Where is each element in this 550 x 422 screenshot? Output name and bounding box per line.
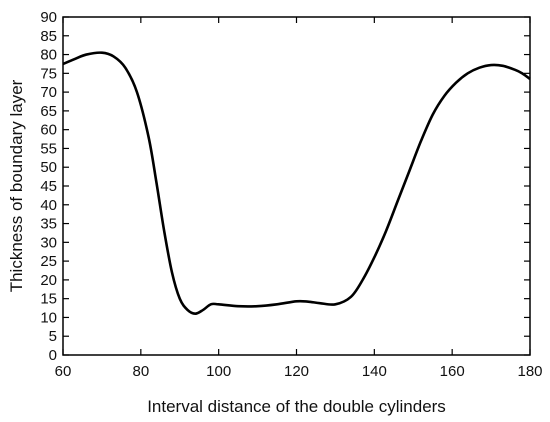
y-tick-label: 80: [40, 47, 57, 64]
y-tick-label: 30: [40, 234, 57, 251]
y-tick-label: 85: [40, 28, 57, 45]
y-tick-label: 25: [40, 253, 57, 270]
y-tick-label: 50: [40, 159, 57, 176]
series-line: [62, 51, 531, 315]
x-tick-label: 160: [440, 363, 465, 380]
y-tick-label: 20: [40, 272, 57, 289]
plot-frame: [62, 16, 531, 356]
y-tick-label: 75: [40, 65, 57, 82]
x-axis: 60 80 100 120 140 160 180: [55, 17, 543, 380]
y-tick-label: 40: [40, 197, 57, 214]
x-tick-label: 140: [362, 363, 387, 380]
y-tick-label: 45: [40, 178, 57, 195]
x-axis-label: Interval distance of the double cylinder…: [147, 397, 446, 416]
x-tick-label: 80: [132, 363, 149, 380]
y-tick-label: 15: [40, 291, 57, 308]
y-tick-label: 70: [40, 84, 57, 101]
x-tick-label: 120: [284, 363, 309, 380]
y-axis-label: Thickness of boundary layer: [7, 79, 26, 292]
x-tick-label: 180: [517, 363, 542, 380]
y-tick-label: 90: [40, 9, 57, 26]
x-tick-label: 60: [55, 363, 72, 380]
y-tick-label: 60: [40, 122, 57, 139]
y-tick-label: 55: [40, 140, 57, 157]
y-tick-label: 35: [40, 216, 57, 233]
y-tick-label: 5: [49, 328, 57, 345]
y-tick-label: 0: [49, 347, 57, 364]
plot-area: [62, 51, 531, 315]
y-tick-label: 10: [40, 309, 57, 326]
y-tick-label: 65: [40, 103, 57, 120]
x-tick-label: 100: [206, 363, 231, 380]
